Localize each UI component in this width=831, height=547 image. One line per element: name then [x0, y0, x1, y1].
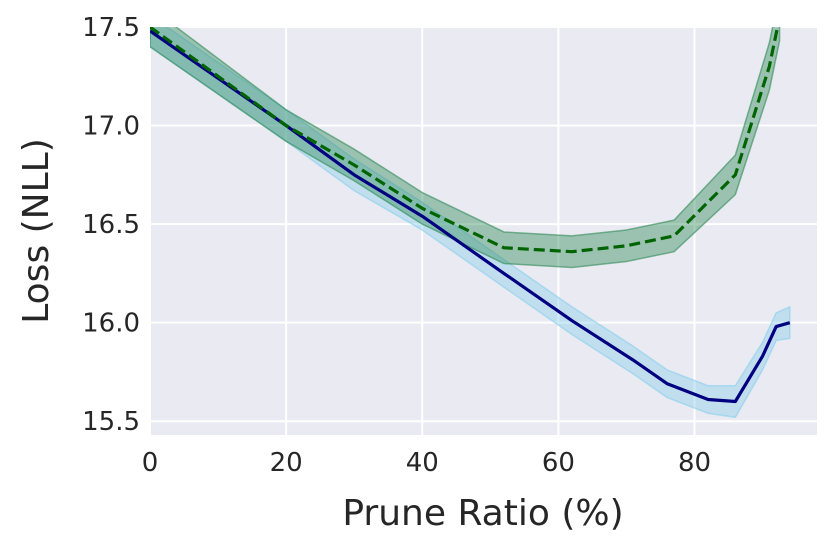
x-tick-label: 0 [142, 448, 159, 478]
confidence-bands [150, 27, 791, 419]
x-tick-label: 40 [406, 448, 439, 478]
tick-labels: 0 20 40 60 80 15.5 16.0 16.5 17.0 17.5 [82, 13, 711, 478]
series-1-line [150, 29, 791, 404]
x-tick-label: 60 [542, 448, 575, 478]
series-2-line [150, 27, 780, 254]
grid [149, 26, 817, 435]
y-tick-label: 16.5 [82, 210, 140, 240]
series-1-band [150, 27, 791, 419]
y-axis-label: Loss (NLL) [16, 138, 57, 324]
x-tick-label: 20 [270, 448, 303, 478]
series-2-band [150, 27, 781, 269]
y-tick-label: 17.5 [82, 13, 140, 43]
plot-area [150, 27, 817, 435]
y-tick-label: 16.0 [82, 309, 140, 339]
x-tick-label: 80 [678, 448, 711, 478]
x-axis-label: Prune Ratio (%) [342, 493, 623, 534]
series-lines [150, 27, 791, 404]
y-tick-label: 17.0 [82, 112, 140, 142]
y-tick-label: 15.5 [82, 407, 140, 437]
